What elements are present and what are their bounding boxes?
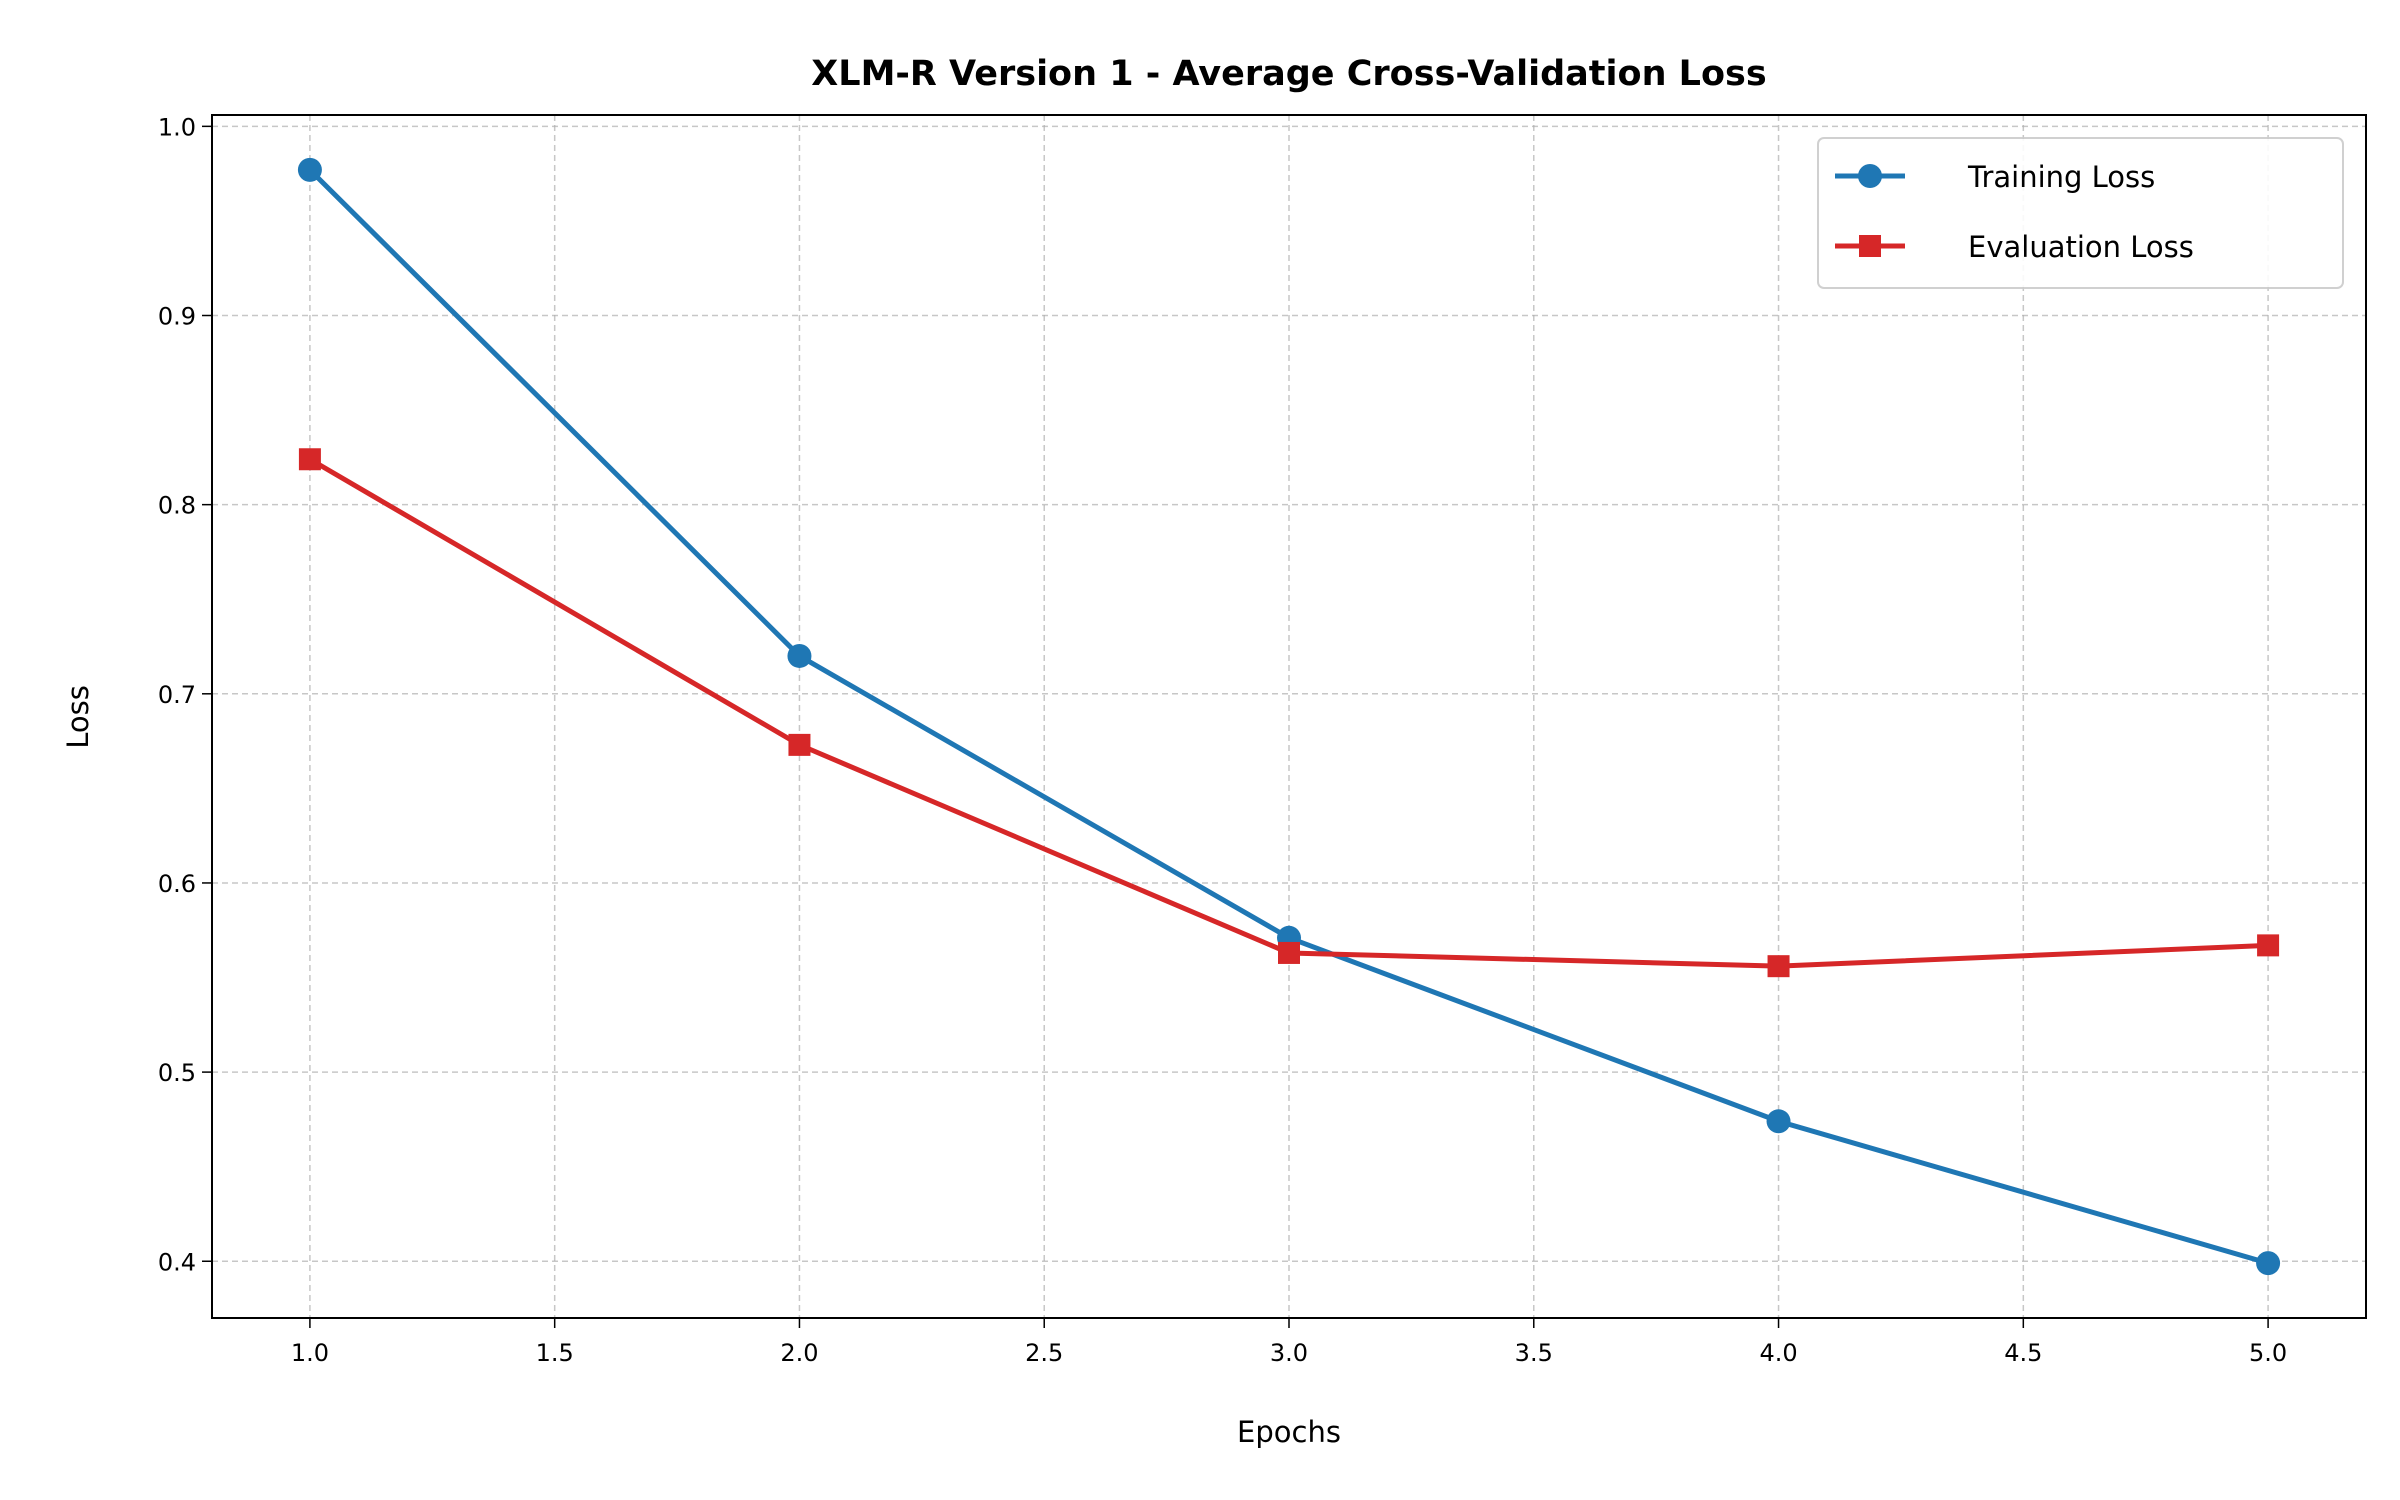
x-tick-label: 4.0 <box>1759 1339 1797 1367</box>
grid <box>212 115 2366 1318</box>
x-tick-label: 3.5 <box>1515 1339 1553 1367</box>
y-tick-label: 0.4 <box>158 1248 196 1276</box>
y-tick-label: 0.7 <box>158 681 196 709</box>
y-tick-label: 1.0 <box>158 113 196 141</box>
legend-box <box>1817 137 2344 289</box>
y-tick-label: 0.6 <box>158 870 196 898</box>
series-group <box>297 157 2281 1276</box>
legend-label: Training Loss <box>1967 160 2155 194</box>
data-point <box>2257 934 2280 957</box>
ticks: 1.0 1.5 2.0 2.5 3.0 3.5 4.0 4.5 5.0 0.4 0.5 0.6 0.7 0… <box>158 113 2287 1367</box>
data-point <box>788 733 811 756</box>
x-tick-label: 1.5 <box>536 1339 574 1367</box>
data-point <box>297 157 322 182</box>
x-tick-label: 3.0 <box>1270 1339 1308 1367</box>
data-point <box>1859 235 1881 257</box>
x-tick-label: 2.0 <box>780 1339 818 1367</box>
x-tick-label: 4.5 <box>2004 1339 2042 1367</box>
chart-title: XLM-R Version 1 - Average Cross-Validati… <box>811 54 1766 94</box>
data-point <box>1766 1109 1791 1134</box>
legend-label: Evaluation Loss <box>1968 230 2194 264</box>
y-axis-label: Loss <box>61 685 95 749</box>
data-point <box>1767 955 1790 978</box>
x-tick-label: 2.5 <box>1025 1339 1063 1367</box>
data-point <box>787 643 812 668</box>
y-tick-label: 0.9 <box>158 303 196 331</box>
x-tick-label: 1.0 <box>291 1339 329 1367</box>
legend: Training Loss Evaluation Loss <box>1817 137 2344 289</box>
y-tick-label: 0.5 <box>158 1059 196 1087</box>
data-point <box>298 448 321 471</box>
data-point <box>1278 941 1300 964</box>
y-tick-label: 0.8 <box>158 492 196 520</box>
data-point <box>2256 1251 2281 1276</box>
x-tick-label: 5.0 <box>2249 1339 2287 1367</box>
data-point <box>1858 164 1882 188</box>
x-axis-label: Epochs <box>1237 1415 1341 1449</box>
